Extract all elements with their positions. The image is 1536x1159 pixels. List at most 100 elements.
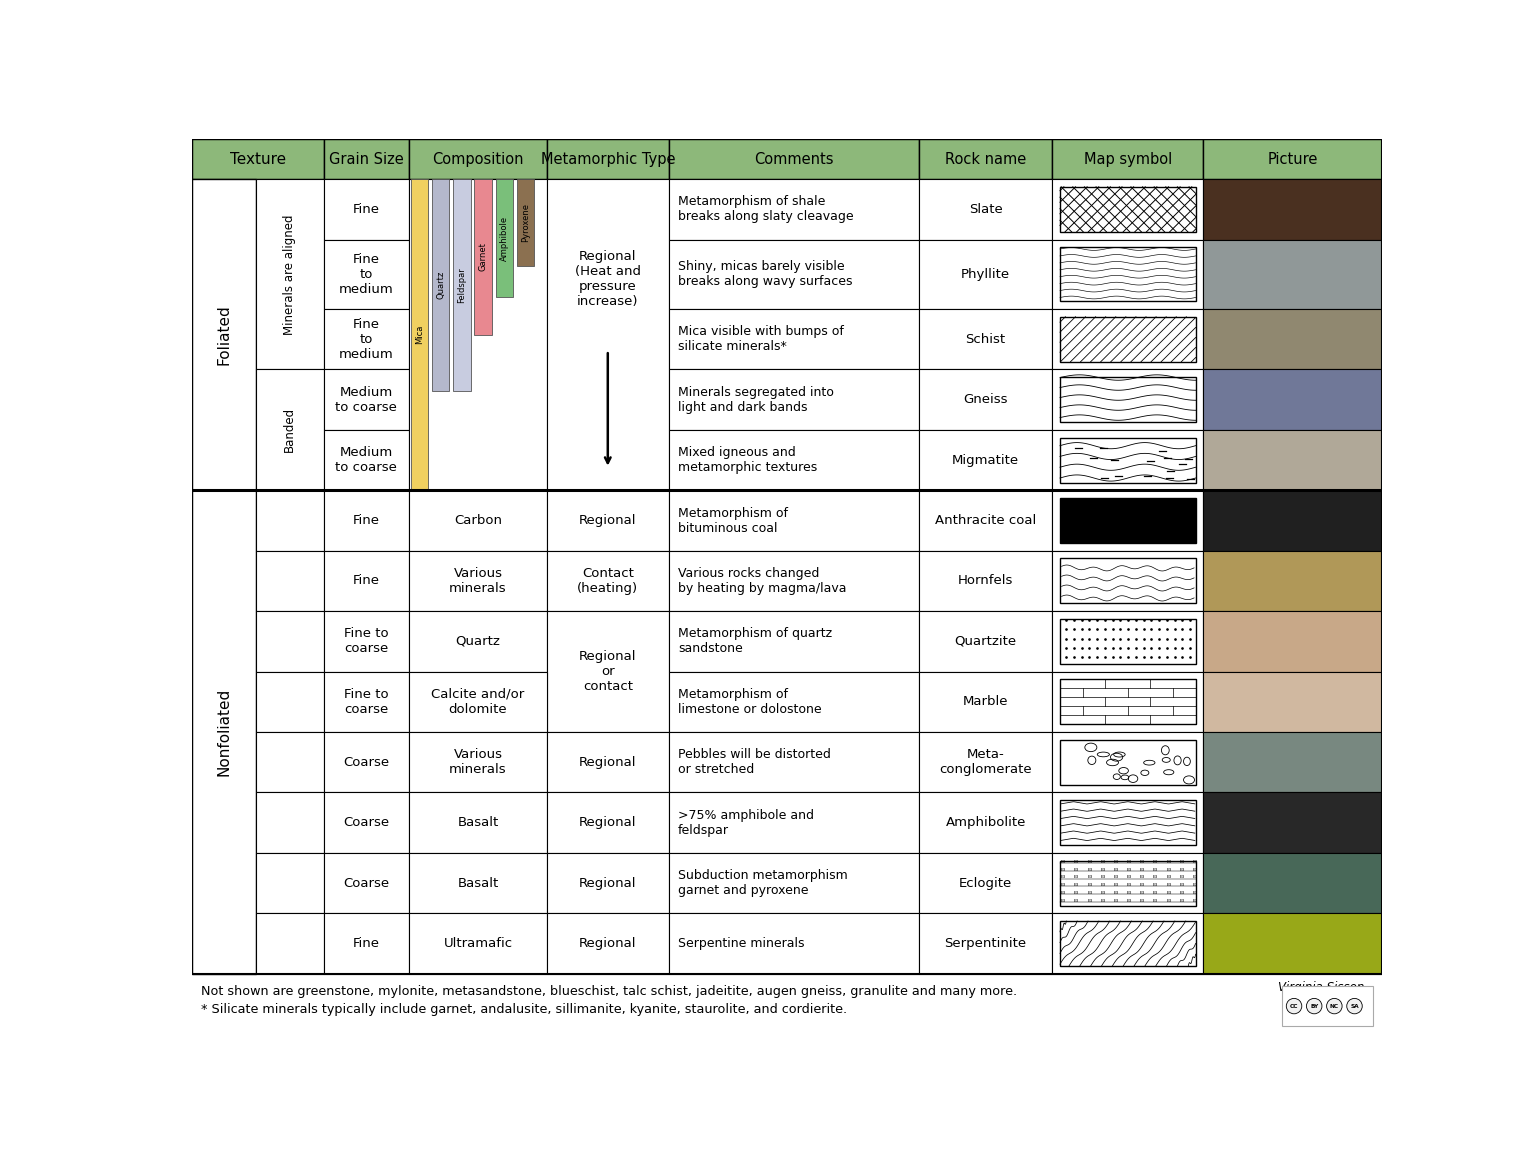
- Text: Nonfoliated: Nonfoliated: [217, 688, 232, 777]
- Bar: [1060, 800, 1195, 845]
- Text: E3: E3: [1126, 860, 1132, 865]
- Text: Mica visible with bumps of
silicate minerals*: Mica visible with bumps of silicate mine…: [677, 326, 843, 353]
- Text: Various
minerals: Various minerals: [449, 749, 507, 777]
- Bar: [1203, 913, 1382, 974]
- Bar: [1060, 247, 1195, 301]
- Text: Amphibole: Amphibole: [499, 216, 508, 261]
- Bar: [409, 853, 547, 913]
- Text: >75% amphibole and
feldspar: >75% amphibole and feldspar: [677, 809, 814, 837]
- Bar: [919, 490, 1052, 551]
- Text: Not shown are greenstone, mylonite, metasandstone, blueschist, talc schist, jade: Not shown are greenstone, mylonite, meta…: [201, 984, 1017, 998]
- Bar: [1060, 559, 1195, 604]
- Bar: [1203, 853, 1382, 913]
- Text: Fine to
coarse: Fine to coarse: [344, 627, 389, 655]
- Circle shape: [1286, 998, 1303, 1014]
- Bar: [1203, 732, 1382, 793]
- Text: E3: E3: [1087, 898, 1092, 903]
- Text: E3: E3: [1180, 883, 1184, 887]
- Bar: [324, 309, 409, 370]
- Bar: [192, 490, 255, 974]
- Bar: [547, 853, 668, 913]
- Text: E3: E3: [1140, 875, 1144, 880]
- Bar: [919, 370, 1052, 430]
- Text: NC: NC: [1330, 1004, 1339, 1008]
- Text: Shiny, micas barely visible
breaks along wavy surfaces: Shiny, micas barely visible breaks along…: [677, 261, 852, 289]
- Text: Composition: Composition: [432, 152, 524, 167]
- Bar: [1203, 671, 1382, 732]
- Text: E3: E3: [1154, 883, 1158, 887]
- Bar: [668, 139, 919, 180]
- Bar: [409, 139, 547, 180]
- Text: Migmatite: Migmatite: [952, 453, 1020, 467]
- Text: Coarse: Coarse: [344, 876, 390, 890]
- Text: E3: E3: [1074, 875, 1080, 880]
- Bar: [1060, 377, 1195, 422]
- Bar: [1052, 430, 1203, 490]
- Text: Calcite and/or
dolomite: Calcite and/or dolomite: [432, 687, 525, 716]
- Bar: [255, 180, 324, 370]
- Bar: [547, 490, 668, 551]
- Text: E3: E3: [1100, 860, 1106, 865]
- Text: E3: E3: [1192, 860, 1198, 865]
- Bar: [324, 611, 409, 671]
- Text: E3: E3: [1074, 868, 1080, 872]
- Text: Regional: Regional: [579, 515, 636, 527]
- Bar: [919, 913, 1052, 974]
- Text: Meta-
conglomerate: Meta- conglomerate: [940, 749, 1032, 777]
- Bar: [409, 793, 547, 853]
- Text: Virginia Sisson: Virginia Sisson: [1278, 982, 1364, 994]
- Text: Serpentinite: Serpentinite: [945, 936, 1026, 950]
- Bar: [324, 370, 409, 430]
- Bar: [255, 853, 324, 913]
- Bar: [919, 732, 1052, 793]
- Text: Fine to
coarse: Fine to coarse: [344, 687, 389, 716]
- Bar: [1060, 619, 1195, 664]
- Text: E3: E3: [1126, 868, 1132, 872]
- Text: Ultramafic: Ultramafic: [444, 936, 513, 950]
- Text: E3: E3: [1100, 883, 1106, 887]
- Text: Medium
to coarse: Medium to coarse: [335, 446, 398, 474]
- Text: E3: E3: [1180, 891, 1184, 895]
- Bar: [1203, 240, 1382, 309]
- Circle shape: [1307, 998, 1322, 1014]
- Bar: [409, 180, 547, 490]
- Text: E3: E3: [1180, 868, 1184, 872]
- Bar: [668, 490, 919, 551]
- Bar: [1060, 739, 1195, 785]
- Text: E3: E3: [1140, 898, 1144, 903]
- Bar: [547, 732, 668, 793]
- Text: E3: E3: [1140, 883, 1144, 887]
- Bar: [1052, 180, 1203, 240]
- Text: Hornfels: Hornfels: [958, 575, 1014, 588]
- Text: Minerals are aligned: Minerals are aligned: [283, 214, 296, 335]
- Bar: [1052, 913, 1203, 974]
- Text: Metamorphism of
limestone or dolostone: Metamorphism of limestone or dolostone: [677, 687, 822, 716]
- Text: Various rocks changed
by heating by magma/lava: Various rocks changed by heating by magm…: [677, 567, 846, 595]
- Bar: [255, 490, 324, 551]
- Text: Rock name: Rock name: [945, 152, 1026, 167]
- Text: Comments: Comments: [754, 152, 834, 167]
- Bar: [409, 732, 547, 793]
- Text: E3: E3: [1154, 898, 1158, 903]
- Text: E3: E3: [1074, 898, 1080, 903]
- Text: E3: E3: [1061, 875, 1066, 880]
- Bar: [324, 240, 409, 309]
- Text: E3: E3: [1192, 868, 1198, 872]
- Bar: [668, 309, 919, 370]
- Text: E3: E3: [1192, 891, 1198, 895]
- Bar: [453, 180, 470, 391]
- Text: E3: E3: [1180, 860, 1184, 865]
- Text: E3: E3: [1087, 891, 1092, 895]
- Text: Eclogite: Eclogite: [958, 876, 1012, 890]
- Bar: [192, 180, 255, 490]
- Bar: [192, 139, 324, 180]
- Text: Schist: Schist: [966, 333, 1006, 345]
- Text: Fine
to
medium: Fine to medium: [339, 318, 393, 360]
- Bar: [919, 180, 1052, 240]
- Bar: [409, 551, 547, 611]
- Text: Gneiss: Gneiss: [963, 393, 1008, 406]
- Text: Grain Size: Grain Size: [329, 152, 404, 167]
- Text: Quartz: Quartz: [436, 271, 445, 299]
- Text: E3: E3: [1166, 898, 1172, 903]
- Text: E3: E3: [1166, 891, 1172, 895]
